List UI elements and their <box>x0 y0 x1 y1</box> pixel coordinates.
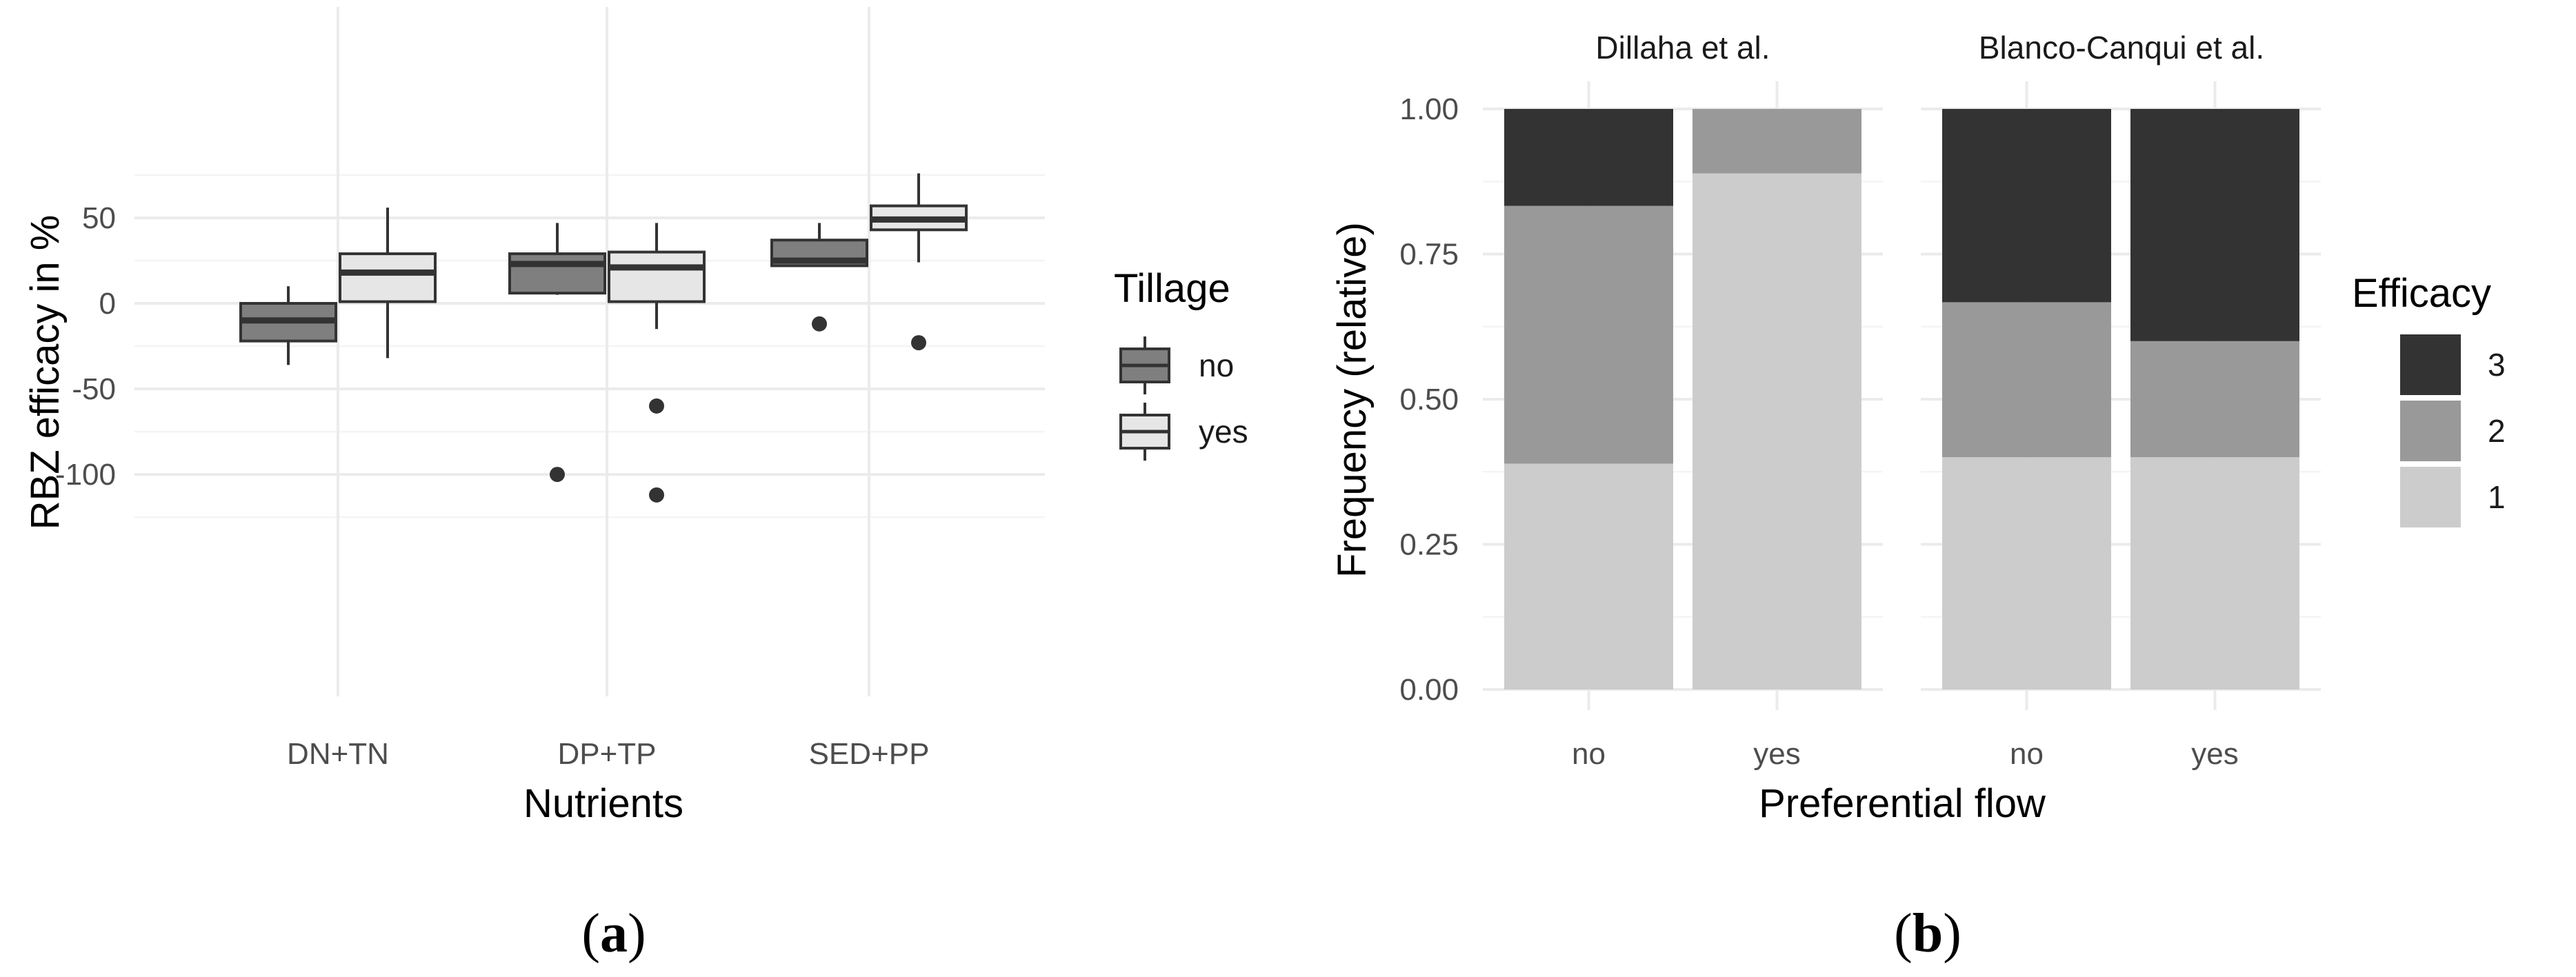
box-no-SED+PP <box>770 223 868 332</box>
panel-a-y-tick-label: -50 <box>72 372 116 406</box>
panel-a-y-axis-title: RBZ efficacy in % <box>23 215 68 530</box>
caption-b: (b) <box>1894 903 1961 964</box>
legend-key-efficacy-2: 2 <box>2400 401 2506 461</box>
box-outlier <box>550 467 565 483</box>
panel-b-stacked-bars: 0.00 0.25 0.50 0.75 1.00 no yes no yes Dillaha … <box>1330 30 2506 826</box>
panel-a-boxplot: -100 -50 0 50 DN+TN DP+TP SED+PP Nutrients RB… <box>23 7 1248 826</box>
legend-key-efficacy-3: 3 <box>2400 334 2506 395</box>
box-outlier <box>911 335 926 351</box>
bar-segment-efficacy-1 <box>1504 463 1673 689</box>
panel-b-legend-title: Efficacy <box>2352 271 2491 316</box>
box-iqr <box>608 250 706 303</box>
bar-segment-efficacy-2 <box>1693 109 1861 174</box>
panel-b-y-tick-label: 0.75 <box>1399 238 1459 272</box>
panel-a-x-tick-label: DN+TN <box>287 737 389 771</box>
panel-b-x-tick-label: yes <box>1753 737 1800 771</box>
facet-strip-dillaha: Dillaha et al. <box>1595 30 1770 66</box>
legend-label-tillage: no <box>1199 348 1234 383</box>
legend-label-efficacy: 1 <box>2488 479 2506 515</box>
legend-label-efficacy: 3 <box>2488 347 2506 383</box>
panel-b-y-tick-label: 0.25 <box>1399 528 1459 562</box>
bar-segment-efficacy-1 <box>2130 457 2299 689</box>
panel-a-y-tick-label: -100 <box>55 458 116 492</box>
panel-b-y-tick-label: 0.50 <box>1399 383 1459 416</box>
caption-a: (a) <box>581 903 646 964</box>
panel-a-boxes <box>239 173 968 503</box>
box-no-DP+TP <box>508 223 606 483</box>
panel-a-x-ticks: DN+TN DP+TP SED+PP <box>287 737 929 771</box>
legend-swatch <box>2400 401 2461 461</box>
legend-swatch <box>2400 467 2461 527</box>
legend-key-tillage-yes: yes <box>1119 403 1248 461</box>
legend-label-efficacy: 2 <box>2488 413 2506 449</box>
panel-a-y-tick-label: 0 <box>99 287 116 321</box>
panel-b-y-ticks: 0.00 0.25 0.50 0.75 1.00 <box>1399 92 1459 707</box>
bar-segment-efficacy-2 <box>1504 205 1673 464</box>
box-outlier <box>649 487 664 503</box>
legend-key-tillage-no: no <box>1119 336 1234 394</box>
panel-b-y-tick-label: 1.00 <box>1399 92 1459 126</box>
caption-a-letter: a <box>600 903 628 964</box>
panel-b-x-ticks: no yes no yes <box>1572 737 2239 771</box>
box-yes-DP+TP <box>608 223 706 503</box>
legend-key-efficacy-1: 1 <box>2400 467 2506 527</box>
panel-a-grid <box>134 7 1045 696</box>
panel-a-y-tick-label: 50 <box>82 201 116 235</box>
legend-label-tillage: yes <box>1199 414 1248 450</box>
panel-a-x-tick-label: DP+TP <box>557 737 656 771</box>
panel-b-x-tick-label: no <box>2010 737 2044 771</box>
box-outlier <box>649 398 664 414</box>
bar-segment-efficacy-3 <box>2130 109 2299 341</box>
panel-a-x-tick-label: SED+PP <box>809 737 930 771</box>
bar-segment-efficacy-1 <box>1942 457 2111 689</box>
legend-swatch <box>2400 334 2461 395</box>
bar-segment-efficacy-3 <box>1942 109 2111 303</box>
panel-b-y-axis-title: Frequency (relative) <box>1330 222 1375 578</box>
panel-b-x-tick-label: no <box>1572 737 1606 771</box>
box-yes-SED+PP <box>870 173 968 351</box>
bar-segment-efficacy-1 <box>1693 173 1861 689</box>
panel-a-y-ticks: -100 -50 0 50 <box>55 201 116 492</box>
panel-b-y-tick-label: 0.00 <box>1399 673 1459 707</box>
panel-b-x-axis-title: Preferential flow <box>1759 781 2046 826</box>
panel-b-bars <box>1504 109 2299 689</box>
box-yes-DN+TN <box>339 208 437 359</box>
box-outlier <box>812 316 827 332</box>
panel-a-legend: Tillage no yes <box>1114 266 1248 461</box>
bar-segment-efficacy-2 <box>2130 341 2299 458</box>
bar-segment-efficacy-2 <box>1942 302 2111 458</box>
panel-b-legend: Efficacy 3 2 1 <box>2352 271 2506 527</box>
panel-b-facet-strips: Dillaha et al. Blanco-Canqui et al. <box>1595 30 2264 66</box>
box-iqr <box>508 252 606 295</box>
caption-b-letter: b <box>1913 903 1944 964</box>
facet-strip-blanco-canqui: Blanco-Canqui et al. <box>1979 30 2264 66</box>
panel-a-legend-title: Tillage <box>1114 266 1230 311</box>
panel-a-x-axis-title: Nutrients <box>523 781 683 826</box>
box-iqr <box>339 252 437 303</box>
panel-b-x-tick-label: yes <box>2191 737 2238 771</box>
bar-segment-efficacy-3 <box>1504 109 1673 206</box>
box-no-DN+TN <box>239 286 337 365</box>
